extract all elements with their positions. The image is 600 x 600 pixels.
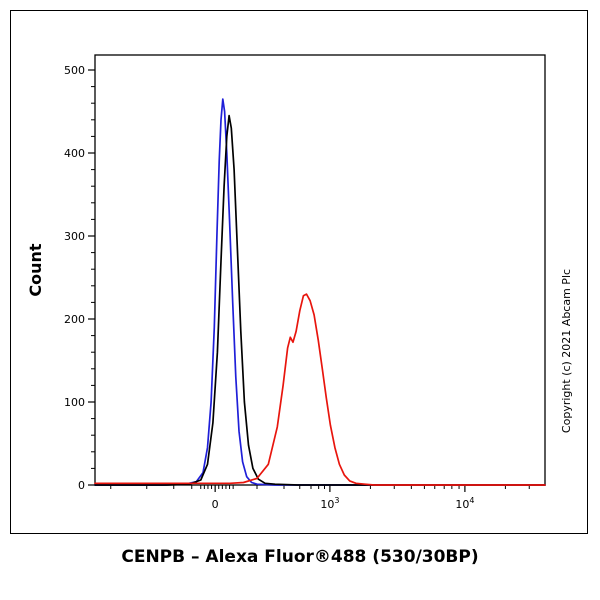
plot-frame-border bbox=[10, 10, 588, 534]
red-curve bbox=[94, 293, 546, 486]
y-tick-label: 0 bbox=[78, 479, 85, 492]
y-tick-label: 100 bbox=[64, 396, 85, 409]
x-tick-label: 0 bbox=[212, 498, 219, 511]
y-axis-title: Count bbox=[26, 243, 45, 297]
y-tick-label: 200 bbox=[64, 313, 85, 326]
y-tick-label: 300 bbox=[64, 230, 85, 243]
black-curve bbox=[94, 114, 546, 486]
plot-frame bbox=[94, 54, 546, 486]
figure-title: CENPB – Alexa Fluor®488 (530/30BP) bbox=[121, 547, 479, 567]
blue-curve bbox=[94, 98, 546, 486]
y-tick-label: 400 bbox=[64, 147, 85, 160]
y-tick-label: 500 bbox=[64, 64, 85, 77]
x-tick-label: 103 bbox=[320, 496, 339, 511]
copyright-text: Copyright (c) 2021 Abcam Plc bbox=[560, 268, 573, 434]
x-tick-label: 104 bbox=[455, 496, 474, 511]
